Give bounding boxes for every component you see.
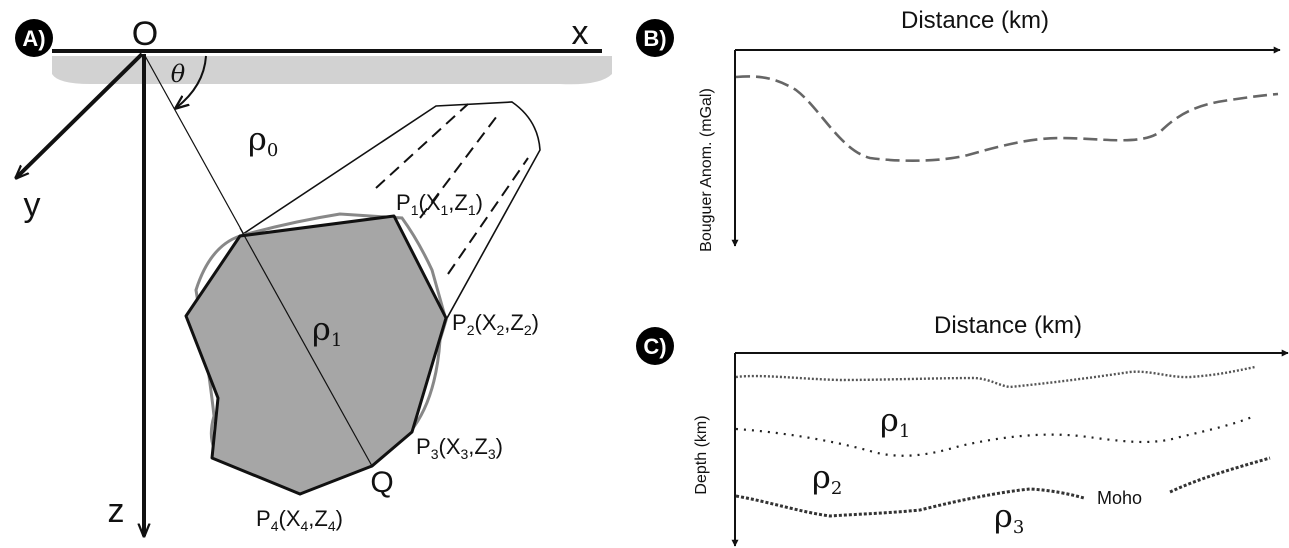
moho-label: Moho (1097, 488, 1142, 508)
panel-c-x-label: Distance (km) (934, 312, 1082, 339)
body-extrusion-outline (239, 101, 541, 433)
density-body-polygon (184, 214, 448, 496)
rho0-label: ρ0 (248, 120, 278, 161)
ground-surface (52, 56, 612, 85)
layer-boundary-top (735, 365, 1256, 389)
angle-arc (176, 55, 207, 108)
vertex-label-p3: P3(X3,Z3) (416, 434, 503, 462)
rho3-layer-label: ρ3 (994, 497, 1024, 538)
vertex-label-p1: P1(X1,Z1) (396, 190, 483, 218)
origin-label: O (132, 15, 158, 53)
rho1-layer-label: ρ1 (880, 401, 910, 442)
panel-c-y-label: Depth (km) (693, 415, 710, 494)
y-axis-arrow (16, 52, 144, 178)
moho-boundary-left (735, 487, 1085, 518)
layer-boundary-middle (735, 415, 1253, 457)
panel-a-badge: A) (15, 19, 53, 57)
panel-a: A) O x y z θ ρ0 ρ1 Q (15, 14, 612, 536)
y-axis-label: y (24, 186, 41, 224)
extrusion-dash-3 (447, 157, 529, 275)
panel-a-badge-label: A) (22, 26, 45, 51)
z-axis-label: z (108, 492, 125, 530)
vertex-label-p4: P4(X4,Z4) (256, 506, 343, 534)
rho1-body-label: ρ1 (312, 310, 342, 351)
panel-b: B) Distance (km) Bouguer Anom. (mGal) (636, 7, 1281, 252)
panel-b-badge-label: B) (643, 26, 666, 51)
vertex-label-p2: P2(X2,Z2) (452, 310, 539, 338)
radial-line-over-body (239, 227, 373, 467)
point-q-label: Q (370, 466, 393, 499)
panel-b-badge: B) (636, 19, 674, 57)
x-axis-label: x (572, 14, 589, 52)
extrusion-dash-2 (419, 111, 501, 219)
extrusion-dash-1 (375, 103, 469, 189)
panel-b-y-label: Bouguer Anom. (mGal) (698, 88, 715, 252)
panel-c-badge-label: C) (643, 334, 666, 359)
moho-boundary-right (1169, 456, 1271, 494)
panel-b-x-label: Distance (km) (901, 7, 1049, 34)
rho2-layer-label: ρ2 (812, 458, 842, 499)
panel-c: C) Distance (km) Depth (km) Moho ρ1 ρ2 ρ… (636, 312, 1289, 547)
angle-label: θ (171, 60, 186, 88)
bouguer-anomaly-curve (735, 75, 1279, 162)
panel-c-badge: C) (636, 327, 674, 365)
